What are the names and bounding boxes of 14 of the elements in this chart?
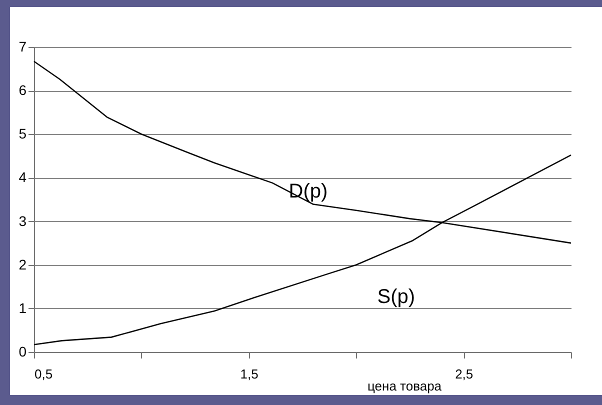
y-tick-label: 6	[18, 82, 27, 98]
y-tick-label: 7	[18, 38, 27, 54]
series-label: D(p)	[288, 180, 328, 202]
x-tick-label: 1,5	[240, 366, 258, 382]
y-tick-label: 2	[18, 256, 27, 272]
y-tick-label: 4	[18, 169, 27, 186]
x-axis-title: цена товара	[367, 378, 442, 394]
x-tick-label: 2,5	[455, 366, 474, 382]
y-tick-label: 1	[18, 300, 27, 316]
y-tick-label: 3	[18, 212, 27, 229]
y-tick-label: 5	[18, 126, 27, 142]
y-tick-label: 0	[18, 344, 27, 360]
series-label: S(p)	[377, 286, 416, 308]
x-tick-label: 0,5	[34, 366, 53, 382]
